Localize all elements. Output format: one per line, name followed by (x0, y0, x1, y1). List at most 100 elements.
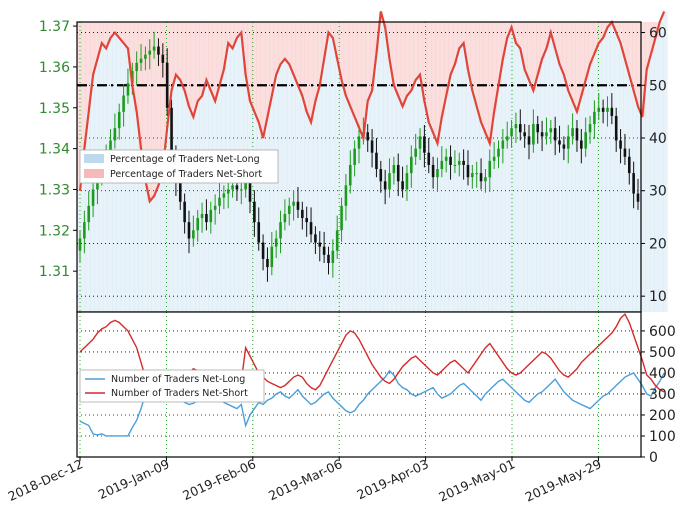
net-short-band (221, 22, 227, 70)
candle-body (335, 230, 339, 251)
net-short-band (129, 22, 135, 86)
candle-body (178, 181, 182, 202)
net-short-band (562, 22, 568, 75)
net-short-band (116, 22, 122, 38)
price-tick-label: 1.31 (39, 264, 70, 280)
legend-swatch-net-short (84, 169, 104, 178)
net-long-band (649, 53, 655, 313)
net-short-band (514, 22, 519, 44)
candle-body (200, 213, 204, 219)
net-long-band (361, 138, 366, 312)
net-long-band (509, 27, 515, 312)
candle-body (466, 164, 470, 178)
net-long-band (186, 106, 192, 312)
candle-body (205, 213, 208, 223)
candle-body (244, 181, 247, 190)
net-short-band (365, 22, 371, 102)
candle-body (122, 95, 125, 112)
net-short-band (339, 22, 345, 80)
net-short-band (470, 22, 476, 91)
net-long-band (155, 185, 161, 312)
net-short-band (453, 22, 458, 65)
candle-body (401, 181, 404, 190)
net-long-band (453, 64, 458, 312)
net-long-band (164, 127, 170, 312)
net-short-band (155, 22, 161, 186)
net-short-band (431, 22, 436, 133)
candle-body (287, 205, 291, 214)
net-short-band (457, 22, 463, 49)
net-short-band (549, 22, 554, 33)
net-long-band (501, 58, 506, 313)
net-short-band (361, 22, 366, 138)
net-long-band (195, 101, 200, 312)
net-long-band (544, 48, 550, 312)
net-short-band (85, 22, 91, 112)
net-short-band (461, 22, 467, 44)
net-short-band (448, 22, 454, 75)
candle-body (183, 201, 186, 223)
candle-body (135, 62, 138, 72)
price-tick-label: 1.32 (39, 223, 70, 239)
net-long-band (278, 64, 283, 312)
net-long-band (168, 90, 174, 312)
net-short-band (308, 22, 314, 123)
net-short-band (518, 22, 524, 49)
candle-body (157, 46, 160, 55)
net-short-band (330, 22, 336, 38)
candle-body (571, 128, 574, 137)
net-short-band (243, 22, 248, 75)
legend-label-net-long: Percentage of Traders Net-Long (110, 154, 260, 165)
candle-body (545, 132, 548, 137)
net-short-band (216, 22, 222, 86)
net-long-band (566, 90, 572, 312)
candle-body (431, 164, 435, 178)
net-short-band (208, 22, 213, 91)
net-short-band (203, 22, 209, 80)
legend-label-traders-net-long: Number of Traders Net-Long (111, 374, 245, 385)
price-tick-label: 1.35 (39, 101, 70, 117)
net-long-band (418, 74, 423, 313)
candle-body (327, 254, 330, 263)
net-short-band (304, 22, 310, 112)
candle-body (383, 181, 387, 190)
net-long-band (286, 64, 292, 312)
pct-net-long-line (78, 11, 666, 204)
candle-body (475, 173, 479, 175)
net-long-band (431, 132, 436, 312)
candle-body (405, 173, 409, 190)
candle-body (340, 205, 343, 231)
percent-axis-ticks: 10 20 30 40 50 60 (641, 26, 667, 305)
candle-body (449, 156, 452, 165)
net-long-band (77, 190, 82, 312)
price-axis-ticks: 1.31 1.32 1.33 1.34 1.35 1.36 1.37 (39, 19, 77, 280)
candle-body (370, 140, 374, 153)
candle-body (274, 238, 278, 247)
candle-body (532, 124, 535, 145)
candle-body (636, 193, 640, 202)
candle-body (305, 218, 308, 223)
date-tick-label: 2018-Dec-12 (6, 456, 86, 504)
net-short-band (557, 22, 563, 65)
net-long-band (265, 116, 270, 312)
candle-body (348, 164, 352, 186)
net-short-band (418, 22, 423, 75)
net-short-band (579, 22, 585, 96)
net-short-band (90, 22, 95, 75)
candle-body (523, 132, 526, 137)
net-long-band (383, 27, 388, 312)
net-short-band (107, 22, 113, 38)
net-short-band (505, 22, 511, 38)
net-long-band (662, 11, 668, 312)
net-short-band (177, 22, 183, 80)
net-short-band (369, 22, 375, 91)
net-long-band (645, 69, 651, 312)
date-tick-label: 2019-Mar-06 (266, 456, 344, 503)
candle-body (218, 197, 221, 206)
price-tick-label: 1.33 (39, 182, 70, 198)
bottom-legend-box (79, 369, 265, 403)
net-short-band (571, 22, 576, 102)
net-long-band (606, 27, 611, 312)
candle-body (392, 164, 396, 174)
candle-body (231, 185, 234, 190)
